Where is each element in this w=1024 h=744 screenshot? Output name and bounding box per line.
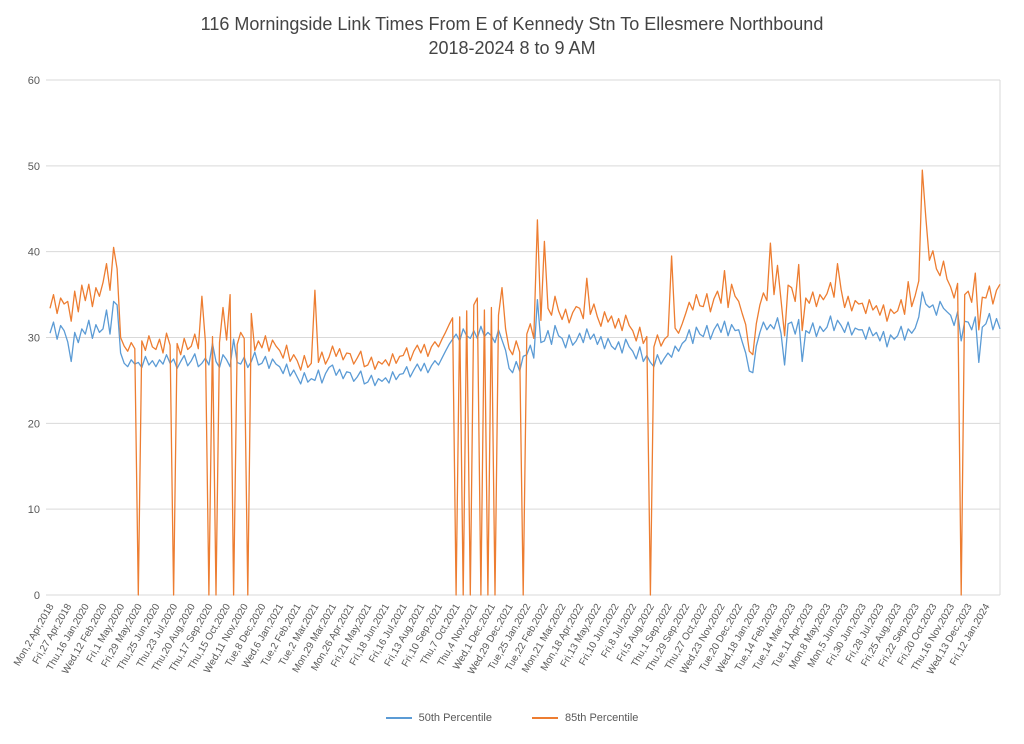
y-tick-label: 40 — [28, 247, 40, 259]
y-tick-label: 10 — [28, 504, 40, 516]
series-line-50th-percentile — [49, 291, 1001, 387]
y-tick-label: 50 — [28, 161, 40, 173]
legend-line-swatch-50th-icon — [385, 717, 412, 719]
chart-legend: 50th Percentile 85th Percentile — [0, 712, 1024, 724]
y-tick-label: 60 — [28, 75, 40, 87]
y-tick-label: 20 — [28, 418, 40, 430]
legend-line-swatch-85th-icon — [532, 717, 558, 719]
legend-item-85th-percentile: 85th Percentile — [532, 712, 638, 724]
legend-label-85th: 85th Percentile — [565, 712, 639, 724]
y-tick-label: 0 — [34, 590, 40, 602]
chart-title-block: 116 Morningside Link Times From E of Ken… — [0, 12, 1024, 61]
series-line-85th-percentile — [49, 169, 1001, 596]
chart-title: 116 Morningside Link Times From E of Ken… — [200, 14, 824, 34]
chart-subtitle: 2018-2024 8 to 9 AM — [428, 38, 596, 59]
legend-item-50th-percentile: 50th Percentile — [385, 712, 492, 724]
y-tick-label: 30 — [28, 333, 40, 345]
legend-label-50th: 50th Percentile — [418, 712, 492, 724]
